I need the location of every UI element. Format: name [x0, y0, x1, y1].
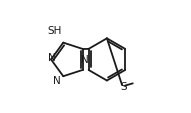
Text: SH: SH [48, 26, 62, 35]
Text: N: N [53, 75, 61, 85]
Text: N: N [81, 54, 89, 64]
Text: N: N [48, 53, 56, 63]
Text: S: S [120, 81, 127, 91]
